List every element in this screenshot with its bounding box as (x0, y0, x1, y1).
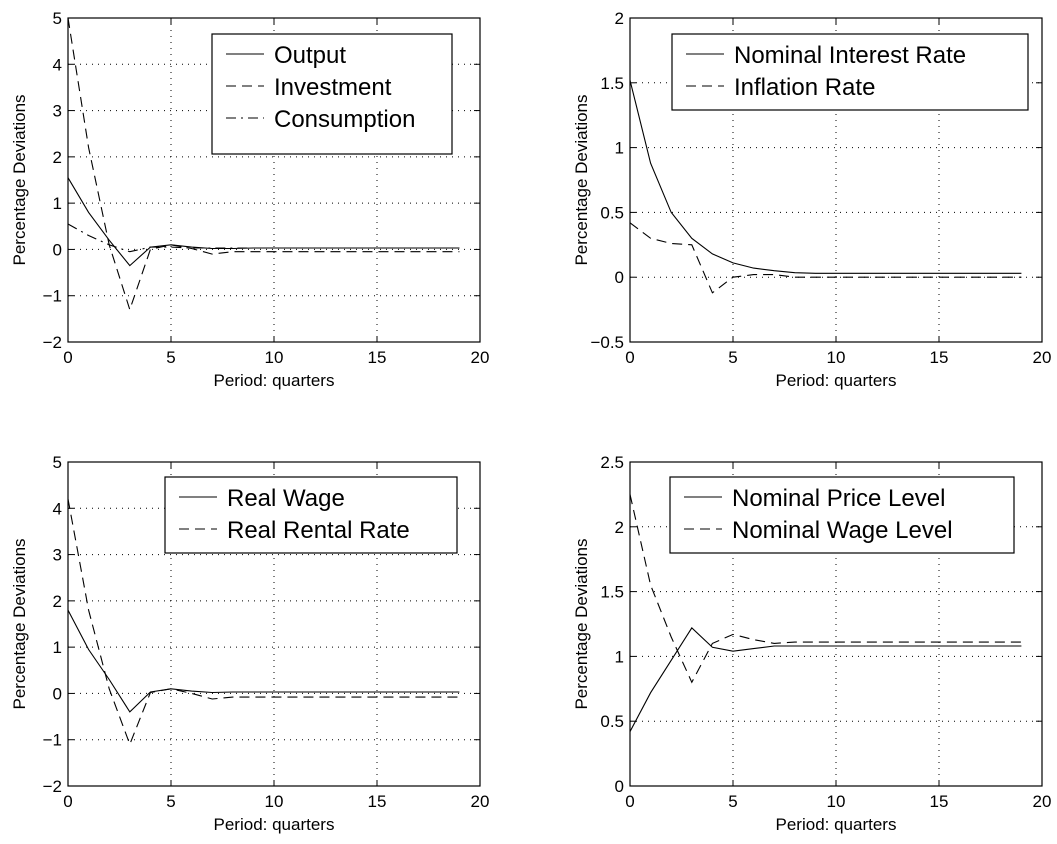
legend-label: Inflation Rate (734, 74, 875, 101)
series-line-nominal-interest-rate (629, 80, 1022, 274)
series-line-consumption (67, 223, 460, 253)
legend-box (164, 476, 458, 554)
series-line-nominal-price-level (629, 627, 1022, 732)
y-tick-label: 0 (615, 268, 624, 287)
y-tick-label: 1 (615, 139, 624, 158)
legend-label: Output (274, 42, 346, 69)
x-tick-label: 0 (63, 792, 72, 811)
series-line-real-wage (67, 609, 460, 713)
x-tick-label: 0 (625, 792, 634, 811)
x-tick-label: 0 (63, 348, 72, 367)
chart-panel-4: 0 5 10 15 20 0 0.5 1 1.5 2 2.5 Period: quarters Perc… (572, 453, 1051, 834)
x-axis-label: Period: quarters (776, 815, 897, 834)
x-tick-label: 10 (827, 348, 846, 367)
y-tick-label: 2 (53, 148, 62, 167)
legend-box (669, 476, 1015, 554)
y-tick-label: 3 (53, 546, 62, 565)
x-tick-label: 20 (471, 792, 490, 811)
legend-label: Nominal Price Level (732, 485, 945, 512)
x-tick-label: 15 (930, 348, 949, 367)
y-axis-label: Percentage Deviations (10, 538, 29, 709)
y-tick-label: 1.5 (600, 583, 624, 602)
y-tick-label: 0 (53, 240, 62, 259)
y-tick-label: 4 (53, 499, 62, 518)
x-tick-label: 20 (1033, 348, 1052, 367)
y-tick-label: −2 (43, 333, 62, 352)
y-tick-label: −0.5 (590, 333, 624, 352)
y-tick-label: −1 (43, 731, 62, 750)
y-axis-label: Percentage Deviations (10, 94, 29, 265)
chart-panel-1: 0 5 10 15 20 −2 −1 0 1 2 3 4 5 Period: quarters Percen… (10, 9, 489, 390)
y-tick-label: 5 (53, 9, 62, 28)
y-tick-label: 0 (615, 777, 624, 796)
legend-label: Investment (274, 74, 392, 101)
y-tick-label: 2.5 (600, 453, 624, 472)
y-axis-label: Percentage Deviations (572, 538, 591, 709)
x-tick-label: 5 (166, 792, 175, 811)
y-tick-label: 1 (53, 194, 62, 213)
y-tick-label: 2 (615, 9, 624, 28)
y-tick-label: 5 (53, 453, 62, 472)
y-tick-label: 0.5 (600, 712, 624, 731)
y-tick-label: 2 (53, 592, 62, 611)
x-tick-label: 5 (728, 348, 737, 367)
series-line-nominal-wage-level (629, 494, 1022, 684)
x-tick-label: 20 (471, 348, 490, 367)
legend-box (671, 33, 1029, 111)
series-line-inflation-rate (629, 222, 1022, 294)
chart-panel-3: 0 5 10 15 20 −2 −1 0 1 2 3 4 5 Period: quarters Percen… (10, 453, 489, 834)
y-tick-label: 4 (53, 55, 62, 74)
x-tick-label: 20 (1033, 792, 1052, 811)
series-line-investment (67, 17, 460, 312)
x-tick-label: 15 (930, 792, 949, 811)
y-axis-label: Percentage Deviations (572, 94, 591, 265)
x-tick-label: 15 (368, 792, 387, 811)
legend: Real Wage Real Rental Rate (164, 476, 458, 554)
x-axis-label: Period: quarters (776, 371, 897, 390)
x-tick-label: 10 (265, 792, 284, 811)
x-tick-label: 15 (368, 348, 387, 367)
x-tick-label: 10 (827, 792, 846, 811)
x-axis-label: Period: quarters (214, 815, 335, 834)
y-tick-label: 1 (615, 647, 624, 666)
x-tick-label: 10 (265, 348, 284, 367)
legend: Nominal Interest Rate Inflation Rate (671, 33, 1029, 111)
y-tick-label: −1 (43, 287, 62, 306)
x-tick-label: 0 (625, 348, 634, 367)
legend-label: Consumption (274, 106, 415, 133)
y-tick-label: 0.5 (600, 203, 624, 222)
y-tick-label: −2 (43, 777, 62, 796)
legend: Output Investment Consumption (211, 33, 453, 155)
y-tick-label: 1 (53, 638, 62, 657)
x-axis-label: Period: quarters (214, 371, 335, 390)
series-line-real-rental-rate (67, 498, 460, 746)
y-tick-label: 3 (53, 102, 62, 121)
legend-label: Real Wage (227, 485, 345, 512)
legend-label: Nominal Wage Level (732, 517, 953, 544)
y-tick-label: 1.5 (600, 74, 624, 93)
legend-label: Real Rental Rate (227, 517, 410, 544)
series-line-output (67, 177, 460, 267)
legend: Nominal Price Level Nominal Wage Level (669, 476, 1015, 554)
y-tick-label: 0 (53, 684, 62, 703)
y-tick-label: 2 (615, 518, 624, 537)
x-tick-label: 5 (166, 348, 175, 367)
x-tick-label: 5 (728, 792, 737, 811)
legend-label: Nominal Interest Rate (734, 42, 966, 69)
